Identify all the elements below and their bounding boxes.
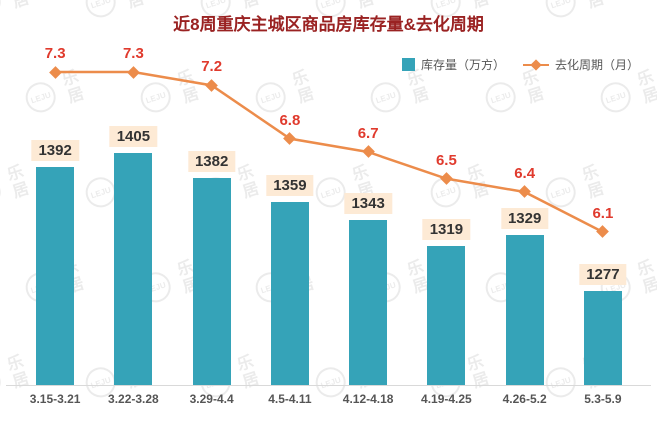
cycle-value-label: 6.8: [279, 111, 301, 129]
legend: 库存量（万方） 去化周期（月）: [401, 56, 639, 73]
inventory-bar: [505, 234, 544, 385]
cycle-value-label: 6.7: [357, 124, 379, 142]
inventory-bar: [192, 177, 231, 385]
x-axis-tick-label: 4.19-4.25: [421, 392, 472, 406]
inventory-bar: [114, 152, 153, 385]
inventory-value-label: 1329: [500, 207, 549, 229]
x-axis-tick-label: 4.5-4.11: [268, 392, 312, 406]
inventory-value-label: 1343: [344, 192, 392, 214]
cycle-value-label: 7.3: [122, 45, 144, 62]
cycle-value-label: 6.4: [514, 164, 536, 182]
x-axis-line: [6, 385, 651, 386]
cycle-point-marker-icon: [283, 132, 297, 146]
legend-item-cycle: 去化周期（月）: [522, 56, 639, 73]
chart-title: 近8周重庆主城区商品房库存量&去化周期: [173, 15, 484, 34]
inventory-value-label: 1359: [266, 175, 314, 197]
bar-legend-swatch-icon: [401, 58, 415, 71]
x-axis-tick-label: 3.22-3.28: [108, 392, 159, 406]
x-axis-tick-label: 3.29-4.4: [189, 392, 234, 406]
cycle-point-marker-icon: [127, 65, 140, 79]
legend-item-inventory: 库存量（万方）: [401, 56, 505, 73]
inventory-value-label: 1392: [31, 139, 79, 161]
cycle-point-marker-icon: [361, 145, 375, 159]
cycle-value-label: 6.5: [435, 151, 457, 169]
inventory-value-label: 1319: [422, 218, 471, 240]
inventory-value-label: 1382: [187, 150, 236, 172]
inventory-value-label: 1405: [109, 125, 158, 147]
cycle-point-marker-icon: [205, 78, 218, 92]
cycle-value-label: 7.2: [201, 58, 223, 76]
legend-label: 去化周期（月）: [554, 58, 639, 72]
x-axis-tick-label: 5.3-5.9: [584, 392, 622, 406]
legend-label: 库存量（万方）: [420, 58, 505, 72]
inventory-bar: [270, 202, 309, 385]
x-axis-tick-label: 4.12-4.18: [342, 392, 394, 406]
cycle-value-label: 7.3: [44, 45, 66, 62]
cycle-point-marker-icon: [596, 225, 610, 239]
cycle-point-marker-icon: [518, 185, 531, 199]
inventory-bar: [427, 245, 466, 385]
x-axis-tick-label: 4.26-5.2: [502, 392, 547, 406]
cycle-point-marker-icon: [440, 172, 453, 186]
cycle-value-label: 6.1: [592, 204, 614, 222]
inventory-bar: [583, 291, 622, 385]
line-legend-swatch-icon: [522, 58, 549, 71]
cycle-point-marker-icon: [48, 65, 62, 79]
inventory-bar: [349, 219, 388, 385]
inventory-value-label: 1277: [579, 264, 627, 286]
x-axis-tick-label: 3.15-3.21: [29, 392, 81, 406]
inventory-bar: [36, 166, 75, 385]
